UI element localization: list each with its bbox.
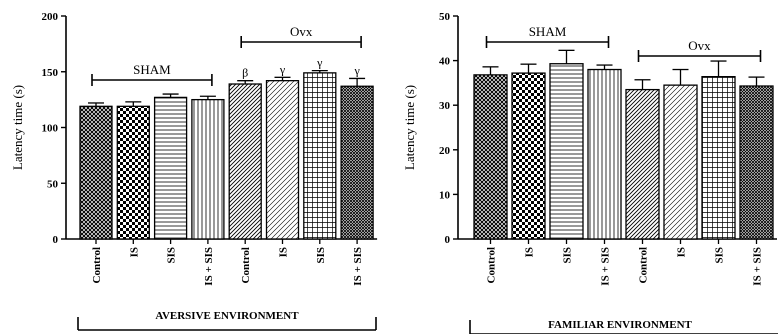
y-axis-label: Latency time (s) xyxy=(402,85,417,170)
x-tick-label: SIS xyxy=(166,247,178,264)
x-tick-label: IS xyxy=(128,247,140,257)
x-tick-label: IS + SIS xyxy=(203,247,215,286)
x-tick-label: SIS xyxy=(315,247,327,264)
bar xyxy=(625,88,660,240)
x-tick-label: IS xyxy=(676,247,688,257)
x-tick-label: IS + SIS xyxy=(752,247,764,286)
group-label: SHAM xyxy=(529,24,567,39)
bar xyxy=(340,85,374,240)
x-tick-label: Control xyxy=(240,247,252,283)
bar xyxy=(701,76,736,240)
y-tick-label: 50 xyxy=(47,178,59,190)
bar xyxy=(228,83,262,240)
y-tick-label: 100 xyxy=(42,123,59,135)
bar xyxy=(587,68,622,240)
x-tick-label: Control xyxy=(486,247,498,283)
y-tick-label: 0 xyxy=(53,234,59,246)
significance-label: β xyxy=(242,66,248,80)
bar xyxy=(153,96,188,240)
bar xyxy=(79,105,113,240)
bar xyxy=(549,63,584,240)
group-label: Ovx xyxy=(688,38,711,53)
y-tick-label: 200 xyxy=(42,11,59,23)
y-axis-label: Latency time (s) xyxy=(10,85,25,170)
bar xyxy=(473,74,508,240)
group-label: SHAM xyxy=(133,62,171,77)
y-tick-label: 50 xyxy=(439,11,451,23)
bar xyxy=(663,84,698,240)
y-tick-label: 30 xyxy=(439,100,451,112)
y-tick-label: 10 xyxy=(439,189,451,201)
significance-label: γ xyxy=(316,56,323,70)
x-tick-label: SIS xyxy=(714,247,726,264)
significance-label: γ xyxy=(279,62,286,76)
bar xyxy=(265,80,300,240)
environment-label: FAMILIAR ENVIRONMENT xyxy=(548,319,692,331)
group-label: Ovx xyxy=(290,24,313,39)
y-tick-label: 150 xyxy=(42,67,59,79)
x-tick-label: SIS xyxy=(562,247,574,264)
bar xyxy=(739,85,774,240)
x-tick-label: Control xyxy=(91,247,103,283)
bar xyxy=(191,98,225,240)
bar xyxy=(511,72,546,240)
x-tick-label: IS + SIS xyxy=(600,247,612,286)
x-tick-label: IS xyxy=(524,247,536,257)
x-tick-label: IS xyxy=(278,247,290,257)
y-tick-label: 0 xyxy=(445,234,451,246)
y-tick-label: 40 xyxy=(439,56,451,68)
bar xyxy=(303,72,337,240)
y-tick-label: 20 xyxy=(439,145,451,157)
environment-label: AVERSIVE ENVIRONMENT xyxy=(155,310,299,322)
x-tick-label: Control xyxy=(638,247,650,283)
bar xyxy=(116,105,150,240)
x-tick-label: IS + SIS xyxy=(352,247,364,286)
significance-label: γ xyxy=(353,63,360,77)
